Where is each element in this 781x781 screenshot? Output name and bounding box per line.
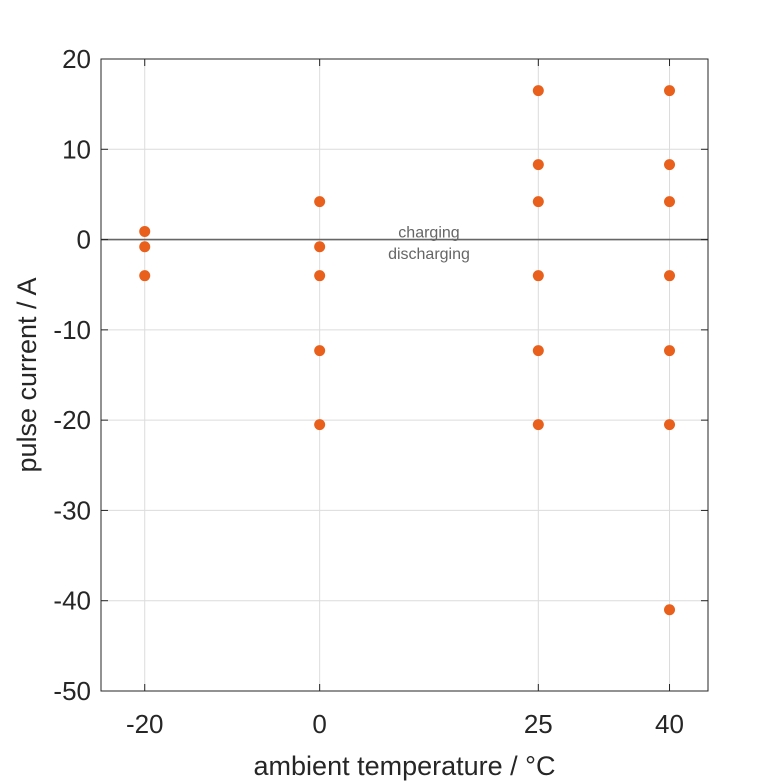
axis-ticks: -20 0 25 40 20 10 0 -10 -20 -30 -40 -50 <box>53 44 708 739</box>
annotations: charging discharging <box>388 224 470 263</box>
data-point <box>664 159 676 171</box>
data-point <box>532 159 544 171</box>
y-tick-label: 20 <box>62 44 91 74</box>
data-point <box>314 241 326 253</box>
y-tick-label: -10 <box>53 315 91 345</box>
y-tick-label: 0 <box>77 225 91 255</box>
data-point <box>532 196 544 208</box>
data-point <box>139 270 151 282</box>
data-point <box>139 225 151 237</box>
y-tick-label: 10 <box>62 134 91 164</box>
x-tick-label: 0 <box>312 709 326 739</box>
y-tick-label: -30 <box>53 495 91 525</box>
data-point <box>664 270 676 282</box>
data-point <box>664 345 676 357</box>
data-point <box>664 85 676 97</box>
data-point <box>532 345 544 357</box>
data-point <box>314 345 326 357</box>
data-point <box>314 270 326 282</box>
data-point <box>314 419 326 431</box>
x-axis-label: ambient temperature / °C <box>254 751 556 781</box>
x-tick-label: 40 <box>655 709 684 739</box>
plot-area-frame <box>100 58 709 692</box>
data-point <box>532 270 544 282</box>
annotation-label: charging <box>398 224 459 241</box>
x-tick-label: -20 <box>126 709 164 739</box>
data-point <box>664 604 676 616</box>
y-axis-label: pulse current / A <box>12 277 42 472</box>
y-tick-label: -40 <box>53 586 91 616</box>
data-point <box>139 241 151 253</box>
data-point <box>532 419 544 431</box>
data-point <box>314 196 326 208</box>
x-tick-label: 25 <box>524 709 553 739</box>
data-point <box>664 196 676 208</box>
data-points <box>139 85 676 616</box>
data-point <box>664 419 676 431</box>
annotation-label: discharging <box>388 246 470 263</box>
y-tick-label: -20 <box>53 405 91 435</box>
y-tick-label: -50 <box>53 676 91 706</box>
data-point <box>532 85 544 97</box>
